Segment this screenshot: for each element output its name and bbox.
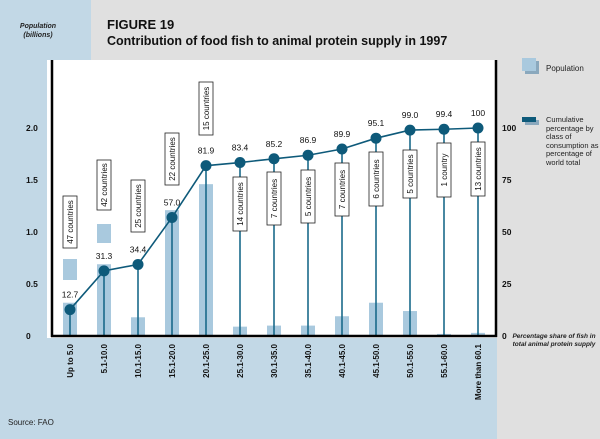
country-count-box	[62, 195, 78, 249]
country-count-box	[334, 162, 350, 217]
y-tick-label: 1.5	[26, 175, 38, 185]
y2-tick-label: 75	[502, 175, 512, 185]
country-count-label: 42 countries	[100, 163, 109, 207]
value-label: 89.9	[334, 129, 351, 139]
legend-cumulative-label: Cumulative percentage by class of consum…	[546, 115, 599, 167]
country-count-label: 1 country	[440, 154, 449, 187]
x-tick-label: 10.1-15.0	[134, 343, 143, 377]
y2-tick-label: 25	[502, 279, 512, 289]
x-tick-label: 15.1-20.0	[168, 343, 177, 377]
x-tick-label: 40.1-45.0	[338, 343, 347, 377]
cumulative-point	[302, 149, 314, 161]
y-tick-label: 0.5	[26, 279, 38, 289]
legend-population-swatch	[522, 58, 536, 71]
value-label: 83.4	[232, 143, 249, 153]
country-count-box	[402, 149, 418, 199]
cumulative-point	[370, 132, 382, 144]
country-count-box	[436, 142, 452, 198]
y2-axis-label: Percentage share of fish in total animal…	[512, 333, 596, 348]
value-label: 99.0	[402, 110, 419, 120]
country-count-box	[232, 176, 248, 232]
country-count-label: 25 countries	[134, 184, 143, 228]
x-tick-label: 55.1-60.0	[440, 343, 449, 377]
value-label: 34.4	[130, 244, 147, 254]
x-tick-label: 50.1-55.0	[406, 343, 415, 377]
figure-label: FIGURE 19	[107, 17, 175, 32]
cumulative-point	[200, 160, 212, 172]
value-label: 31.3	[96, 251, 113, 261]
y-axis-label: Population (billions)	[19, 23, 57, 39]
chart-title: Contribution of food fish to animal prot…	[107, 34, 448, 48]
country-count-box	[300, 169, 316, 224]
cumulative-point	[166, 211, 178, 223]
value-label: 99.4	[436, 109, 453, 119]
y-tick-label: 0	[26, 331, 31, 341]
value-label: 95.1	[368, 118, 385, 128]
cumulative-point	[98, 265, 110, 277]
floating-square	[97, 224, 111, 243]
country-count-box	[164, 132, 180, 186]
y-tick-label: 1.0	[26, 227, 38, 237]
y2-tick-label: 100	[502, 123, 516, 133]
country-count-box	[96, 159, 112, 211]
x-tick-label: 30.1-35.0	[270, 343, 279, 377]
cumulative-point	[268, 153, 280, 165]
x-tick-label: 5.1-10.0	[100, 343, 109, 373]
country-count-label: 5 countries	[304, 177, 313, 216]
country-count-box	[198, 81, 214, 136]
cumulative-point	[234, 157, 246, 169]
x-tick-label: Up to 5.0	[66, 343, 75, 377]
x-tick-label: 20.1-25.0	[202, 343, 211, 377]
cumulative-point	[438, 123, 450, 135]
cumulative-point	[336, 143, 348, 155]
y2-tick-label: 0	[502, 331, 507, 341]
country-count-label: 6 countries	[372, 159, 381, 198]
x-tick-label: 45.1-50.0	[372, 343, 381, 377]
x-tick-label: More than 60.1	[474, 343, 483, 400]
country-count-label: 5 countries	[406, 154, 415, 193]
y2-tick-label: 50	[502, 227, 512, 237]
y-tick-label: 2.0	[26, 123, 38, 133]
value-label: 12.7	[62, 290, 79, 300]
country-count-label: 13 countries	[474, 147, 483, 191]
country-count-box	[266, 171, 282, 226]
value-label: 85.2	[266, 139, 283, 149]
country-count-box	[368, 151, 384, 207]
cumulative-point	[64, 304, 76, 316]
country-count-label: 14 countries	[236, 182, 245, 226]
legend-cumulative-swatch	[522, 117, 536, 122]
x-tick-label: 25.1-30.0	[236, 343, 245, 377]
cumulative-point	[132, 258, 144, 270]
floating-square	[63, 259, 77, 280]
value-label: 81.9	[198, 146, 215, 156]
country-count-label: 15 countries	[202, 87, 211, 131]
value-label: 86.9	[300, 135, 317, 145]
value-label: 100	[471, 108, 485, 118]
country-count-label: 7 countries	[338, 170, 347, 209]
country-count-label: 22 countries	[168, 137, 177, 181]
legend-population-label: Population	[546, 64, 584, 73]
country-count-box	[470, 141, 486, 197]
legend-cumulative-swatch-shadow	[525, 120, 539, 125]
value-label: 57.0	[164, 197, 181, 207]
cumulative-point	[404, 124, 416, 136]
bottom-panel	[0, 338, 497, 439]
country-count-box	[130, 179, 146, 233]
cumulative-point	[472, 122, 484, 134]
country-count-label: 7 countries	[270, 179, 279, 218]
country-count-label: 47 countries	[66, 200, 75, 244]
x-tick-label: 35.1-40.0	[304, 343, 313, 377]
source-note: Source: FAO	[8, 418, 54, 427]
